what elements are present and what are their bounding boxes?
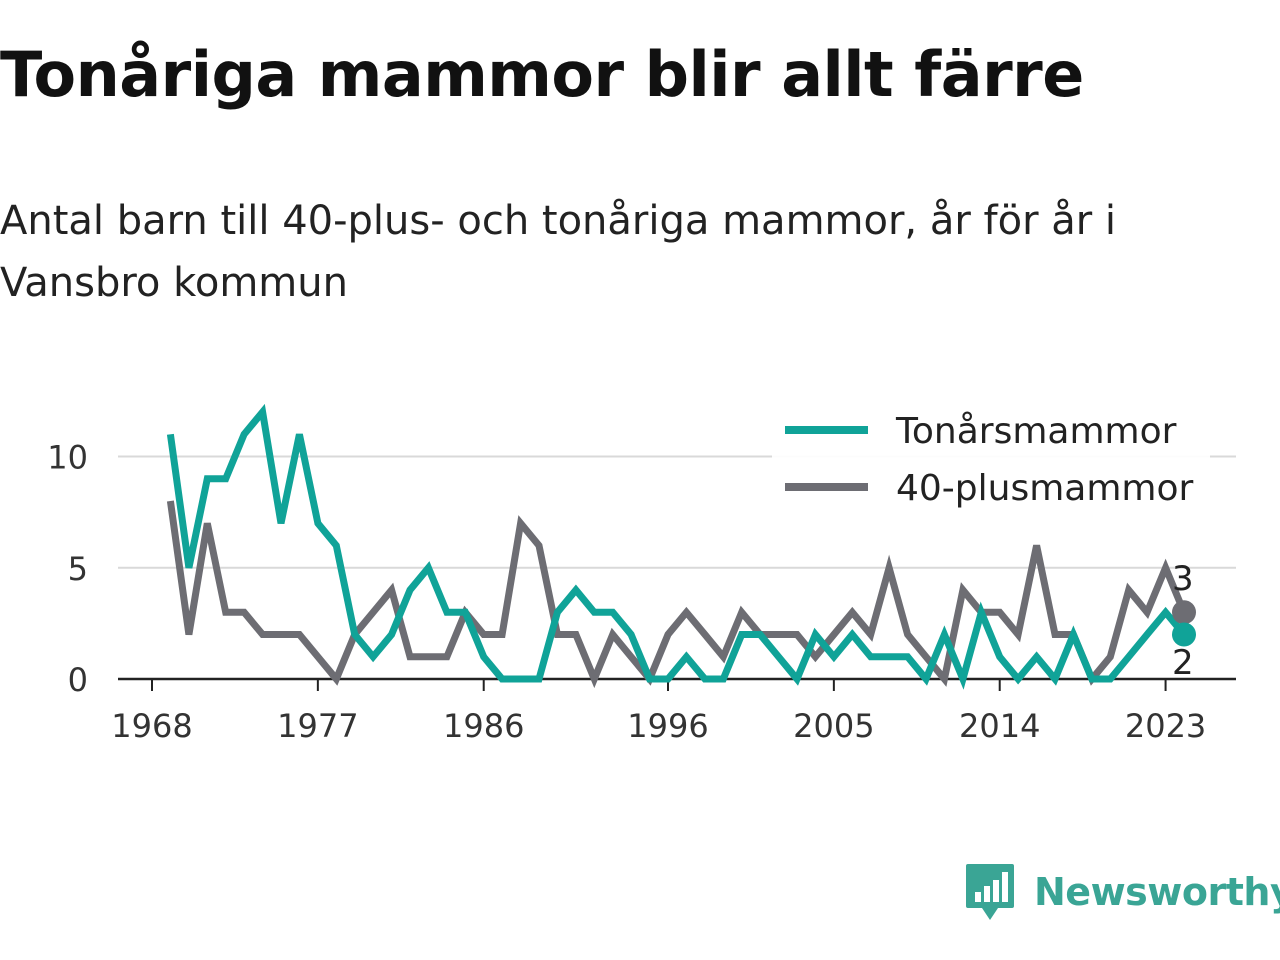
chart-title: Tonåriga mammor blir allt färre <box>0 38 1084 111</box>
x-tick-label-2014: 2014 <box>959 707 1040 745</box>
y-tick-label-0: 0 <box>68 661 88 699</box>
x-tick-label-2023: 2023 <box>1125 707 1206 745</box>
x-tick-label-1996: 1996 <box>627 707 708 745</box>
legend-background <box>772 398 1210 518</box>
y-tick-label-10: 10 <box>47 439 88 477</box>
newsworthy-logo-icon <box>966 864 1014 920</box>
end-label-teen: 2 <box>1172 643 1194 683</box>
series-line-40plus <box>166 500 1188 689</box>
x-tick-label-1977: 1977 <box>277 707 358 745</box>
newsworthy-logo: Newsworthy <box>964 862 1280 922</box>
y-axis: 0 5 10 <box>47 439 88 700</box>
legend-label-teen: Tonårsmammor <box>895 411 1177 452</box>
series-line-teen <box>166 403 1187 690</box>
legend: Tonårsmammor 40-plusmammor <box>772 398 1210 518</box>
legend-label-40plus: 40-plusmammor <box>896 468 1194 509</box>
chart-subtitle: Antal barn till 40-plus- och tonåriga ma… <box>0 198 1117 306</box>
x-tick-label-1986: 1986 <box>443 707 524 745</box>
end-marker-teen <box>1172 622 1196 647</box>
x-tick-label-2005: 2005 <box>793 707 874 745</box>
x-tick-label-1968: 1968 <box>111 707 192 745</box>
brand-name: Newsworthy <box>1034 870 1280 914</box>
end-marker-40plus <box>1172 600 1196 625</box>
series-lines <box>166 403 1188 690</box>
end-markers <box>1172 600 1196 647</box>
end-label-40plus: 3 <box>1172 559 1194 599</box>
x-axis: 1968 1977 1986 1996 2005 2014 2023 <box>111 679 1206 745</box>
y-tick-label-5: 5 <box>68 550 88 588</box>
